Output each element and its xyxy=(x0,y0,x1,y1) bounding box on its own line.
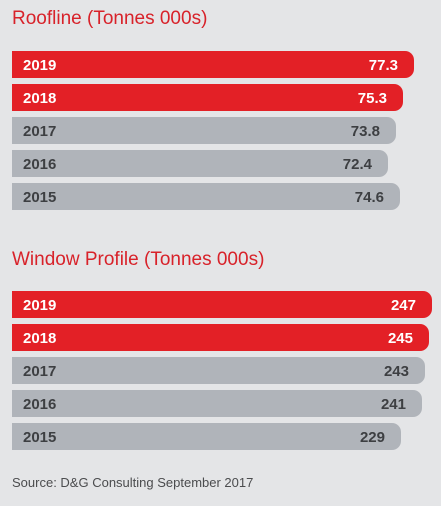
roofline-value-label: 72.4 xyxy=(342,156,372,173)
window-profile-bar-2017: 2017 243 xyxy=(12,357,425,384)
window-profile-category-label: 2016 xyxy=(23,396,57,413)
window-profile-bar-2018: 2018 245 xyxy=(12,324,429,351)
roofline-value-label: 75.3 xyxy=(357,90,387,107)
roofline-category-label: 2015 xyxy=(23,189,57,206)
window-profile-value-label: 229 xyxy=(359,429,385,446)
roofline-category-label: 2016 xyxy=(23,156,57,173)
window-profile-bar-2015: 2015 229 xyxy=(12,423,401,450)
roofline-chart-title: Roofline (Tonnes 000s) xyxy=(12,8,208,29)
roofline-bar-2015: 2015 74.6 xyxy=(12,183,400,210)
roofline-bar-2016: 2016 72.4 xyxy=(12,150,388,177)
window-profile-value-label: 241 xyxy=(380,396,406,413)
window-profile-chart-title: Window Profile (Tonnes 000s) xyxy=(12,249,265,270)
roofline-bar-2018: 2018 75.3 xyxy=(12,84,403,111)
window-profile-value-label: 243 xyxy=(383,363,409,380)
window-profile-category-label: 2015 xyxy=(23,429,57,446)
window-profile-category-label: 2019 xyxy=(23,297,57,314)
window-profile-bar-2016: 2016 241 xyxy=(12,390,422,417)
roofline-bar-2019: 2019 77.3 xyxy=(12,51,414,78)
window-profile-category-label: 2017 xyxy=(23,363,57,380)
window-profile-category-label: 2018 xyxy=(23,330,57,347)
roofline-category-label: 2019 xyxy=(23,57,57,74)
roofline-value-label: 73.8 xyxy=(350,123,380,140)
window-profile-bar-2019: 2019 247 xyxy=(12,291,432,318)
source-note: Source: D&G Consulting September 2017 xyxy=(12,475,254,490)
roofline-category-label: 2017 xyxy=(23,123,57,140)
window-profile-value-label: 247 xyxy=(390,297,416,314)
roofline-category-label: 2018 xyxy=(23,90,57,107)
window-profile-value-label: 245 xyxy=(387,330,413,347)
roofline-bar-2017: 2017 73.8 xyxy=(12,117,396,144)
roofline-value-label: 74.6 xyxy=(354,189,384,206)
roofline-value-label: 77.3 xyxy=(368,57,398,74)
